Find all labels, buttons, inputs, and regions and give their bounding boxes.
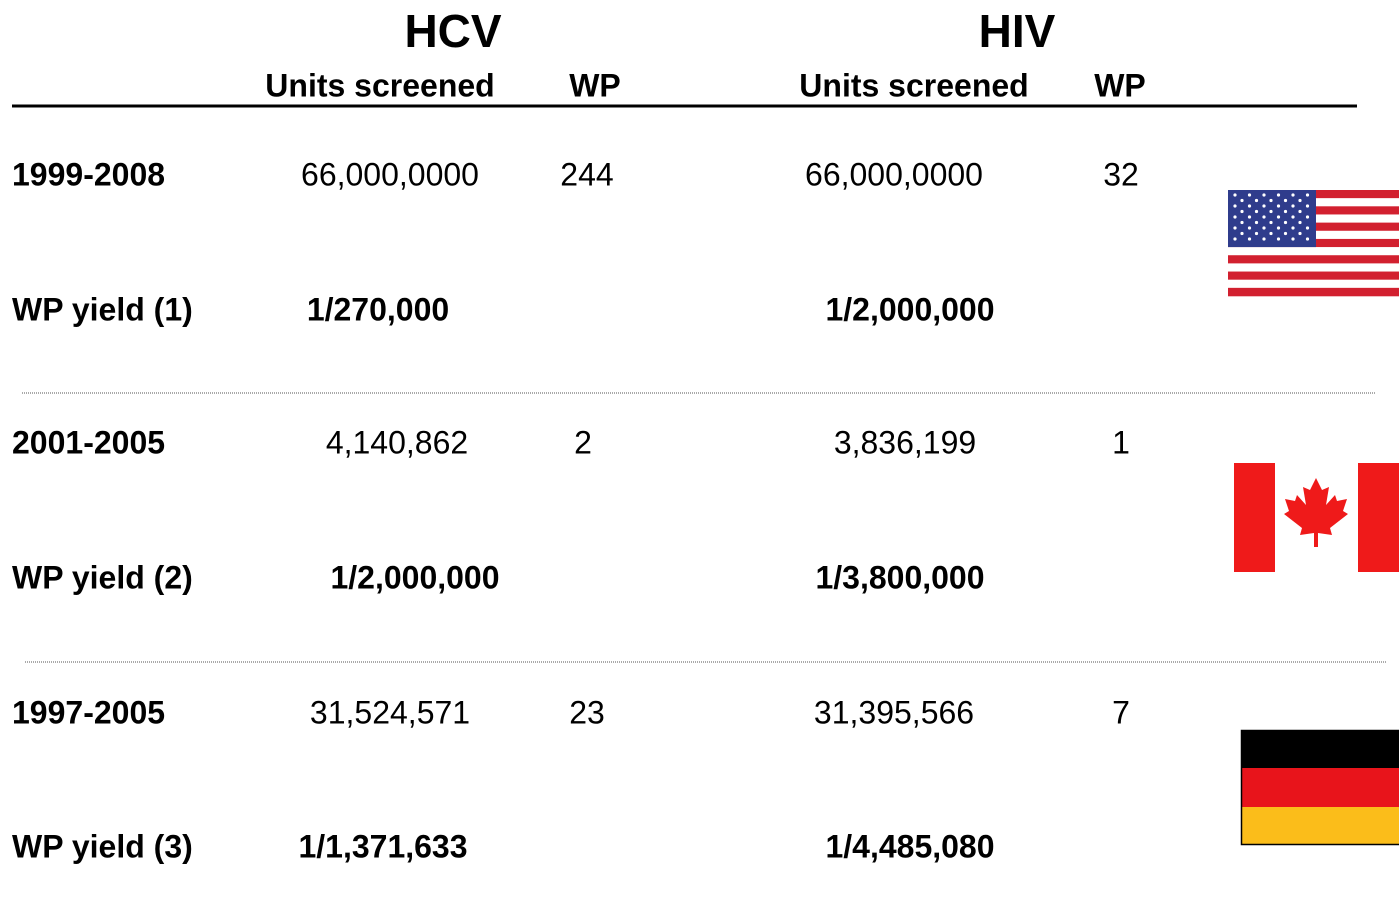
flag-star xyxy=(1298,231,1302,236)
flag-star xyxy=(1291,237,1295,241)
germany-flag xyxy=(1240,729,1399,846)
flag-star xyxy=(1283,198,1288,203)
flag-border xyxy=(1240,729,1399,846)
flag-star xyxy=(1240,209,1244,214)
table-cell: 66,000,0000 xyxy=(301,156,479,192)
flag-band xyxy=(1241,768,1399,807)
table-cell: 31,524,571 xyxy=(310,694,470,730)
flag-star xyxy=(1262,193,1266,197)
flag-star xyxy=(1240,231,1244,236)
flag-star xyxy=(1291,215,1295,219)
yield-value: 1/270,000 xyxy=(307,291,449,327)
yield-value: 1/4,485,080 xyxy=(825,828,994,864)
flag-star xyxy=(1247,226,1252,230)
flag-star xyxy=(1254,209,1259,214)
flag-star xyxy=(1291,226,1295,230)
table-cell: 23 xyxy=(569,694,605,730)
flag-star xyxy=(1262,215,1266,219)
yield-value: 1/2,000,000 xyxy=(330,559,499,595)
flag-star xyxy=(1298,209,1302,214)
flag-star xyxy=(1283,220,1288,225)
period-label: 1999-2008 xyxy=(12,156,165,192)
flag-band xyxy=(1358,463,1399,572)
flag-star xyxy=(1254,220,1259,225)
flag-star xyxy=(1247,193,1252,197)
table-cell: 66,000,0000 xyxy=(805,156,983,192)
yield-value: 1/2,000,000 xyxy=(825,291,994,327)
flag-star xyxy=(1276,226,1281,230)
column-header: Units screened xyxy=(265,67,494,103)
flag-star xyxy=(1305,193,1310,197)
yield-label: WP yield (3) xyxy=(12,828,193,864)
table-cell: 3,836,199 xyxy=(834,424,976,460)
flag-star xyxy=(1269,231,1273,236)
flag-stripe xyxy=(1228,271,1399,280)
maple-leaf xyxy=(1284,478,1348,547)
flag-band xyxy=(1241,807,1399,845)
flag-stripe xyxy=(1228,287,1399,297)
flag-star xyxy=(1262,204,1266,208)
table-cell: 32 xyxy=(1103,156,1139,192)
flag-star xyxy=(1262,226,1266,230)
flag-star xyxy=(1269,220,1273,225)
canada-flag xyxy=(1234,463,1399,572)
table-cell: 244 xyxy=(560,156,613,192)
flag-star xyxy=(1262,237,1266,241)
flag-star xyxy=(1276,237,1281,241)
flag-star xyxy=(1233,215,1237,219)
column-header: WP xyxy=(1094,67,1146,103)
flag-star xyxy=(1240,220,1244,225)
flag-star xyxy=(1233,226,1237,230)
flag-star xyxy=(1233,204,1237,208)
flag-star xyxy=(1283,209,1288,214)
column-header: Units screened xyxy=(799,67,1028,103)
flag-star xyxy=(1298,220,1302,225)
group-header: HIV xyxy=(979,5,1056,57)
flag-canton xyxy=(1228,190,1316,248)
yield-label: WP yield (1) xyxy=(12,291,193,327)
flag-band xyxy=(1241,730,1399,768)
flag-star xyxy=(1247,204,1252,208)
flag-stripe xyxy=(1228,247,1399,256)
flag-star xyxy=(1305,204,1310,208)
us-flag xyxy=(1228,190,1399,297)
table-cell: 2 xyxy=(574,424,592,460)
flag-star xyxy=(1291,193,1295,197)
period-label: 2001-2005 xyxy=(12,424,165,460)
flag-star xyxy=(1283,231,1288,236)
flag-star xyxy=(1291,204,1295,208)
flag-star xyxy=(1305,226,1310,230)
flag-star xyxy=(1240,198,1244,203)
flag-star xyxy=(1276,204,1281,208)
flag-band xyxy=(1234,463,1275,572)
flag-star xyxy=(1305,237,1310,241)
flag-star xyxy=(1233,193,1237,197)
flag-stripe xyxy=(1228,279,1399,289)
flag-star xyxy=(1269,198,1273,203)
flag-star xyxy=(1254,231,1259,236)
flag-star xyxy=(1247,237,1252,241)
flag-star xyxy=(1269,209,1273,214)
flag-stripe xyxy=(1228,263,1399,272)
table-cell: 4,140,862 xyxy=(326,424,468,460)
flag-star xyxy=(1298,198,1302,203)
flag-star xyxy=(1305,215,1310,219)
yield-label: WP yield (2) xyxy=(12,559,193,595)
flag-stripe xyxy=(1228,255,1399,264)
period-label: 1997-2005 xyxy=(12,694,165,730)
table-cell: 31,395,566 xyxy=(814,694,974,730)
flag-star xyxy=(1276,193,1281,197)
table-cell: 1 xyxy=(1112,424,1130,460)
flag-star xyxy=(1233,237,1237,241)
yield-value: 1/3,800,000 xyxy=(815,559,984,595)
flag-star xyxy=(1276,215,1281,219)
table-cell: 7 xyxy=(1112,694,1130,730)
yield-value: 1/1,371,633 xyxy=(298,828,467,864)
group-header: HCV xyxy=(404,5,501,57)
flag-star xyxy=(1247,215,1252,219)
column-header: WP xyxy=(569,67,621,103)
flag-star xyxy=(1254,198,1259,203)
